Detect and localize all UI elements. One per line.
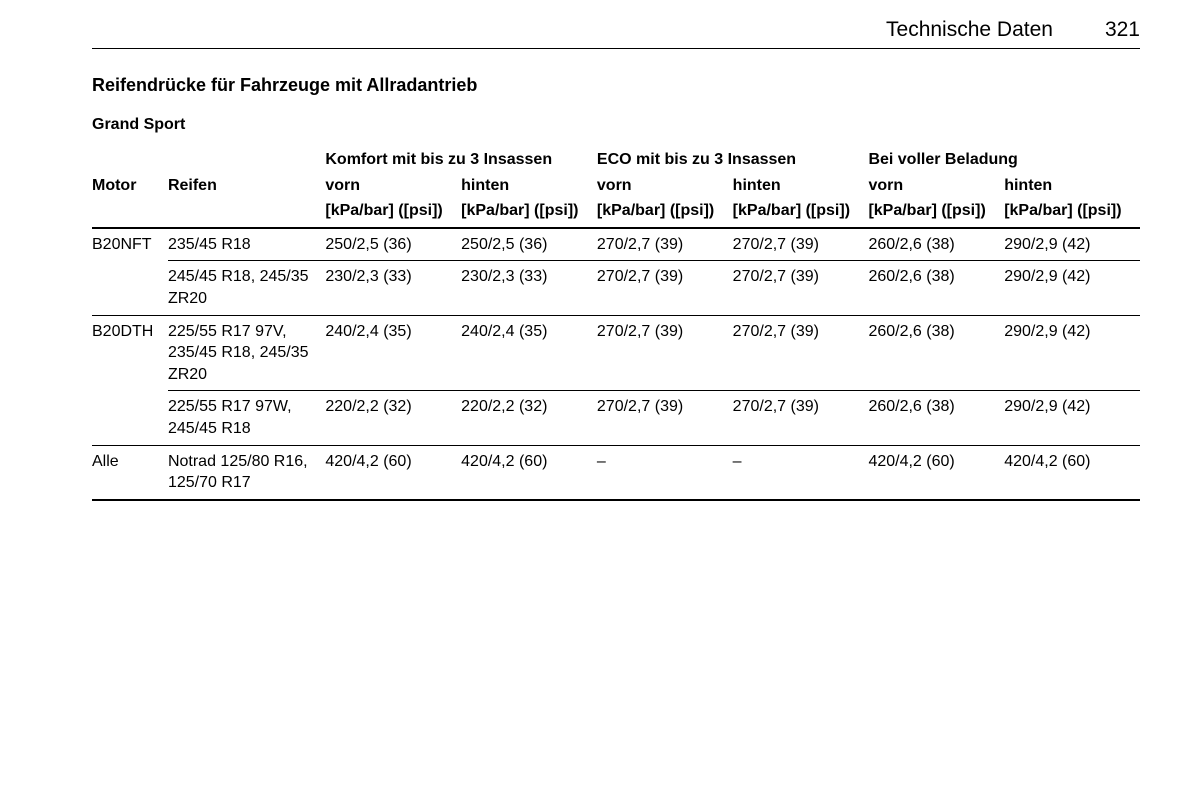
unit-label: [kPa/bar] ([psi]) <box>597 198 733 228</box>
cell-full-hinten: 420/4,2 (60) <box>1004 445 1140 500</box>
cell-full-vorn: 260/2,6 (38) <box>868 315 1004 391</box>
cell-full-hinten: 290/2,9 (42) <box>1004 261 1140 315</box>
cell-full-hinten: 290/2,9 (42) <box>1004 315 1140 391</box>
cell-komfort-hinten: 230/2,3 (33) <box>461 261 597 315</box>
cell-eco-hinten: 270/2,7 (39) <box>733 391 869 445</box>
col-reifen-label: Reifen <box>168 173 325 199</box>
page-number: 321 <box>1105 18 1140 42</box>
cell-full-vorn: 260/2,6 (38) <box>868 391 1004 445</box>
col-full-vorn-label: vorn <box>868 173 1004 199</box>
cell-komfort-hinten: 250/2,5 (36) <box>461 228 597 261</box>
cell-motor: B20NFT <box>92 228 168 261</box>
unit-label: [kPa/bar] ([psi]) <box>733 198 869 228</box>
unit-label: [kPa/bar] ([psi]) <box>1004 198 1140 228</box>
col-eco-vorn-label: vorn <box>597 173 733 199</box>
cell-reifen: 225/55 R17 97V, 235/45 R18, 245/35 ZR20 <box>168 315 325 391</box>
cell-motor <box>92 391 168 445</box>
cell-komfort-vorn: 250/2,5 (36) <box>325 228 461 261</box>
cell-eco-vorn: 270/2,7 (39) <box>597 315 733 391</box>
cell-reifen: 225/55 R17 97W, 245/45 R18 <box>168 391 325 445</box>
cell-eco-hinten: – <box>733 445 869 500</box>
col-komfort-hinten-label: hinten <box>461 173 597 199</box>
header-row-units: [kPa/bar] ([psi]) [kPa/bar] ([psi]) [kPa… <box>92 198 1140 228</box>
cell-reifen: Notrad 125/80 R16, 125/70 R17 <box>168 445 325 500</box>
cell-eco-vorn: – <box>597 445 733 500</box>
table-row: 225/55 R17 97W, 245/45 R18 220/2,2 (32) … <box>92 391 1140 445</box>
cell-eco-vorn: 270/2,7 (39) <box>597 391 733 445</box>
col-group-eco: ECO mit bis zu 3 Insassen <box>597 144 869 173</box>
unit-label: [kPa/bar] ([psi]) <box>461 198 597 228</box>
unit-label: [kPa/bar] ([psi]) <box>868 198 1004 228</box>
header-row-groups: Komfort mit bis zu 3 Insassen ECO mit bi… <box>92 144 1140 173</box>
table-row: Alle Notrad 125/80 R16, 125/70 R17 420/4… <box>92 445 1140 500</box>
cell-komfort-vorn: 220/2,2 (32) <box>325 391 461 445</box>
cell-motor <box>92 261 168 315</box>
cell-eco-vorn: 270/2,7 (39) <box>597 228 733 261</box>
col-komfort-vorn-label: vorn <box>325 173 461 199</box>
section-title: Technische Daten <box>886 18 1053 42</box>
cell-motor: B20DTH <box>92 315 168 391</box>
header-row-labels: Motor Reifen vorn hinten vorn hinten vor… <box>92 173 1140 199</box>
cell-full-vorn: 420/4,2 (60) <box>868 445 1004 500</box>
cell-reifen: 235/45 R18 <box>168 228 325 261</box>
col-eco-hinten-label: hinten <box>733 173 869 199</box>
col-motor-label: Motor <box>92 173 168 199</box>
cell-reifen: 245/45 R18, 245/35 ZR20 <box>168 261 325 315</box>
sub-heading: Reifendrücke für Fahrzeuge mit Allradant… <box>92 75 1140 96</box>
cell-komfort-vorn: 420/4,2 (60) <box>325 445 461 500</box>
col-group-full: Bei voller Beladung <box>868 144 1140 173</box>
col-full-hinten-label: hinten <box>1004 173 1140 199</box>
col-group-komfort: Komfort mit bis zu 3 Insassen <box>325 144 597 173</box>
cell-komfort-hinten: 240/2,4 (35) <box>461 315 597 391</box>
cell-eco-hinten: 270/2,7 (39) <box>733 261 869 315</box>
cell-eco-hinten: 270/2,7 (39) <box>733 315 869 391</box>
vehicle-model: Grand Sport <box>92 116 1140 134</box>
table-row: 245/45 R18, 245/35 ZR20 230/2,3 (33) 230… <box>92 261 1140 315</box>
cell-komfort-vorn: 230/2,3 (33) <box>325 261 461 315</box>
cell-komfort-hinten: 420/4,2 (60) <box>461 445 597 500</box>
cell-eco-hinten: 270/2,7 (39) <box>733 228 869 261</box>
table-row: B20NFT 235/45 R18 250/2,5 (36) 250/2,5 (… <box>92 228 1140 261</box>
page-header: Technische Daten 321 <box>92 18 1140 49</box>
cell-full-vorn: 260/2,6 (38) <box>868 228 1004 261</box>
table-row: B20DTH 225/55 R17 97V, 235/45 R18, 245/3… <box>92 315 1140 391</box>
unit-label: [kPa/bar] ([psi]) <box>325 198 461 228</box>
cell-full-vorn: 260/2,6 (38) <box>868 261 1004 315</box>
cell-motor: Alle <box>92 445 168 500</box>
cell-full-hinten: 290/2,9 (42) <box>1004 391 1140 445</box>
cell-full-hinten: 290/2,9 (42) <box>1004 228 1140 261</box>
cell-komfort-hinten: 220/2,2 (32) <box>461 391 597 445</box>
tire-pressure-table: Komfort mit bis zu 3 Insassen ECO mit bi… <box>92 144 1140 501</box>
cell-komfort-vorn: 240/2,4 (35) <box>325 315 461 391</box>
cell-eco-vorn: 270/2,7 (39) <box>597 261 733 315</box>
